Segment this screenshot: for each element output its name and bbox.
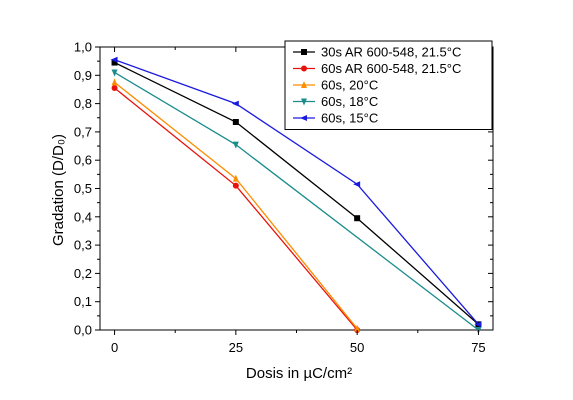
legend-label: 60s AR 600-548, 21.5°C xyxy=(321,61,461,76)
y-tick-label: 0,3 xyxy=(74,238,92,253)
y-axis-title: Gradation (D/D₀) xyxy=(50,134,67,246)
series-line xyxy=(114,61,479,325)
legend-label: 60s, 20°C xyxy=(321,78,378,93)
legend-entry: 60s AR 600-548, 21.5°C xyxy=(293,61,461,76)
series-2 xyxy=(111,78,361,332)
data-point xyxy=(474,321,482,328)
x-tick-label: 0 xyxy=(111,340,118,355)
series-4 xyxy=(110,56,482,328)
legend-entry: 60s, 18°C xyxy=(293,94,378,109)
x-tick-label: 75 xyxy=(471,340,485,355)
data-point xyxy=(232,174,239,182)
y-tick-label: 0,0 xyxy=(74,323,92,338)
legend-label: 60s, 15°C xyxy=(321,111,378,126)
legend-swatch-marker xyxy=(301,81,307,88)
y-tick-label: 0,4 xyxy=(74,209,92,224)
data-point xyxy=(353,181,361,188)
data-point xyxy=(231,100,239,107)
data-point xyxy=(354,215,361,222)
data-point xyxy=(354,324,361,332)
legend-box xyxy=(284,40,493,130)
y-tick-label: 1,0 xyxy=(74,40,92,55)
x-axis-title: Dosis in µC/cm² xyxy=(246,365,352,382)
x-tick-label: 25 xyxy=(229,340,243,355)
legend-entry: 60s, 20°C xyxy=(293,78,378,93)
y-tick-label: 0,1 xyxy=(74,294,92,309)
legend-label: 30s AR 600-548, 21.5°C xyxy=(321,45,461,60)
series-marks xyxy=(110,56,482,334)
legend-swatch-marker xyxy=(301,49,307,55)
legend-entry: 60s, 15°C xyxy=(293,111,378,126)
data-point xyxy=(111,85,118,92)
legend-swatch-marker xyxy=(301,98,307,106)
legend-label: 60s, 18°C xyxy=(321,94,378,109)
data-point xyxy=(232,182,239,189)
legend-swatch-marker xyxy=(301,65,307,72)
axis-ticks: 0 25 50 75 0,0 0,1 0,2 0,3 0,4 0,5 0,6 0,7 0,8 0,9 1,0 xyxy=(74,40,493,355)
legend-entry: 30s AR 600-548, 21.5°C xyxy=(293,45,461,60)
data-point xyxy=(111,78,118,86)
series-line xyxy=(114,59,479,325)
data-point xyxy=(111,69,118,77)
legend-swatch-marker xyxy=(300,115,307,121)
y-tick-label: 0,7 xyxy=(74,124,92,139)
data-point xyxy=(110,56,118,63)
y-tick-label: 0,2 xyxy=(74,266,92,281)
y-tick-label: 0,6 xyxy=(74,153,92,168)
x-tick-label: 50 xyxy=(350,340,364,355)
y-tick-label: 0,9 xyxy=(74,68,92,83)
y-tick-label: 0,5 xyxy=(74,181,92,196)
data-point xyxy=(232,141,239,149)
data-point xyxy=(111,59,118,66)
y-tick-label: 0,8 xyxy=(74,96,92,111)
data-point xyxy=(232,118,239,125)
